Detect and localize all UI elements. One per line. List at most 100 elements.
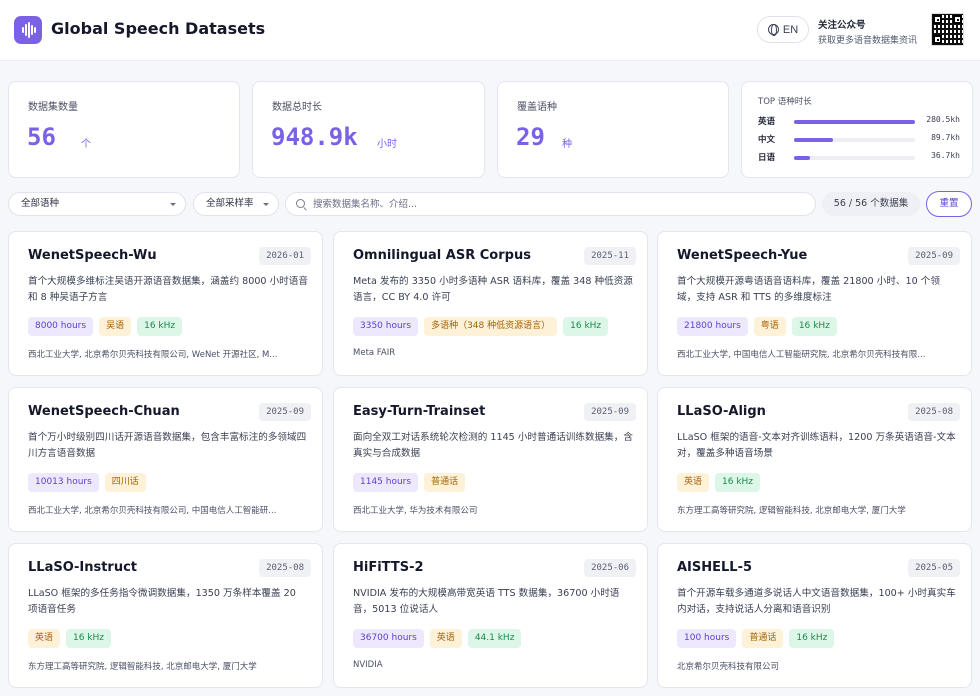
dataset-organization: Meta FAIR <box>353 348 396 358</box>
dataset-card[interactable]: Omnilingual ASR Corpus 2025-11 Meta 发布的 33… <box>333 231 648 376</box>
dataset-tag-rate: 16 kHz <box>137 317 183 336</box>
dataset-tag-hours: 1145 hours <box>353 473 419 492</box>
stat-label: 数据总时长 <box>272 102 322 113</box>
stat-unit: 个 <box>81 139 91 150</box>
top-language-hours: 89.7kh <box>931 133 960 142</box>
dataset-organization: 东方理工高等研究院, 逻辑智能科技, 北京邮电大学, 厦门大学 <box>677 506 906 516</box>
search-icon <box>296 199 305 208</box>
dataset-card[interactable]: AISHELL-5 2025-05 首个开源车载多通道多说话人中文语音数据集，100… <box>657 543 972 688</box>
dataset-tag-lang: 英语 <box>28 629 61 648</box>
top-language-hours: 36.7kh <box>931 151 960 160</box>
stat-card-dataset-count: 数据集数量 56 个 <box>8 81 240 178</box>
dataset-tags: 英语 16 kHz <box>677 473 761 492</box>
dataset-tags: 100 hours 普通话 16 kHz <box>677 629 835 648</box>
dataset-tag-rate: 16 kHz <box>66 629 112 648</box>
dataset-tags: 英语 16 kHz <box>28 629 112 648</box>
dataset-card[interactable]: WenetSpeech-Yue 2025-09 首个大规模开源粤语语音语料库，覆盖 … <box>657 231 972 376</box>
dataset-card[interactable]: WenetSpeech-Wu 2026-01 首个大规模多维标注吴语开源语音数据集，… <box>8 231 323 376</box>
chevron-down-icon <box>263 203 269 206</box>
dataset-card[interactable]: LLaSO-Instruct 2025-08 LLaSO 框架的多任务指令微调数据集… <box>8 543 323 688</box>
stat-card-language-count: 覆盖语种 29 种 <box>497 81 729 178</box>
stat-card-total-hours: 数据总时长 948.9k 小时 <box>252 81 485 178</box>
stat-value: 948.9k <box>271 123 358 151</box>
dataset-tag-lang: 普通话 <box>742 629 784 648</box>
follow-title: 关注公众号 <box>818 20 866 31</box>
top-language-bar-fill <box>794 156 810 160</box>
dataset-tags: 8000 hours 吴语 16 kHz <box>28 317 183 336</box>
dataset-tag-hours: 100 hours <box>677 629 737 648</box>
search-input[interactable] <box>313 195 808 213</box>
dataset-organization: 西北工业大学, 中国电信人工智能研究院, 北京希尔贝壳科技有限... <box>677 350 926 360</box>
dataset-date: 2025-09 <box>908 247 960 265</box>
top-language-name: 日语 <box>758 153 776 163</box>
dataset-name: WenetSpeech-Chuan <box>28 404 180 419</box>
qr-code-icon[interactable] <box>931 13 964 46</box>
dataset-tags: 21800 hours 粤语 16 kHz <box>677 317 837 336</box>
globe-icon <box>767 24 779 36</box>
dataset-description: Meta 发布的 3350 小时多语种 ASR 语料库，覆盖 348 种低资源语… <box>353 276 633 303</box>
dataset-tag-lang: 英语 <box>429 629 462 648</box>
follow-subtitle: 获取更多语音数据集资讯 <box>818 36 918 46</box>
top-language-bar-fill <box>794 138 833 142</box>
dataset-name: WenetSpeech-Wu <box>28 248 157 263</box>
dataset-description: LLaSO 框架的语音-文本对齐训练语料，1200 万条英语语音-文本对，覆盖多… <box>677 432 956 459</box>
top-header: Global Speech Datasets EN 关注公众号 获取更多语音数据… <box>0 0 980 61</box>
top-language-row: 日语 36.7kh <box>758 151 960 165</box>
reset-button[interactable]: 重置 <box>926 191 972 217</box>
dataset-tag-rate: 16 kHz <box>791 317 837 336</box>
dataset-name: Omnilingual ASR Corpus <box>353 248 531 263</box>
dataset-card[interactable]: WenetSpeech-Chuan 2025-09 首个万小时级别四川话开源语音数据… <box>8 387 323 532</box>
language-filter-select[interactable]: 全部语种 <box>8 192 186 216</box>
dataset-tags: 36700 hours 英语 44.1 kHz <box>353 629 522 648</box>
sample-rate-filter-value: 全部采样率 <box>206 198 254 209</box>
dataset-description: 首个大规模开源粤语语音语料库，覆盖 21800 小时、10 个领域，支持 ASR… <box>677 276 940 303</box>
dataset-tag-rate: 16 kHz <box>789 629 835 648</box>
dataset-name: LLaSO-Align <box>677 404 766 419</box>
dataset-organization: 西北工业大学, 北京希尔贝壳科技有限公司, 中国电信人工智能研... <box>28 506 277 516</box>
top-language-bar-fill <box>794 120 915 124</box>
dataset-name: Easy-Turn-Trainset <box>353 404 486 419</box>
stat-unit: 种 <box>562 139 572 150</box>
stat-unit: 小时 <box>377 139 397 150</box>
dataset-organization: 北京希尔贝壳科技有限公司 <box>677 662 780 672</box>
dataset-date: 2025-06 <box>584 559 636 577</box>
dataset-tag-hours: 10013 hours <box>28 473 99 492</box>
dataset-name: HiFiTTS-2 <box>353 560 424 575</box>
follow-account: 关注公众号 获取更多语音数据集资讯 <box>818 17 917 46</box>
dataset-card[interactable]: Easy-Turn-Trainset 2025-09 面向全双工对话系统轮次检测的 … <box>333 387 648 532</box>
stat-value: 56 <box>27 123 56 151</box>
dataset-tag-rate: 16 kHz <box>715 473 761 492</box>
top-language-bar-track <box>794 138 915 142</box>
top-language-row: 英语 280.5kh <box>758 115 960 129</box>
top-language-row: 中文 89.7kh <box>758 133 960 147</box>
dataset-description: NVIDIA 发布的大规模高带宽英语 TTS 数据集，36700 小时语音，50… <box>353 588 620 615</box>
dataset-organization: 西北工业大学, 华为技术有限公司 <box>353 506 478 516</box>
dataset-date: 2025-08 <box>259 559 311 577</box>
dataset-description: 首个大规模多维标注吴语开源语音数据集，涵盖约 8000 小时语音和 8 种吴语子… <box>28 276 308 303</box>
top-language-bar-track <box>794 120 915 124</box>
sample-rate-filter-select[interactable]: 全部采样率 <box>193 192 279 216</box>
stat-label: 数据集数量 <box>28 102 78 113</box>
dataset-organization: 西北工业大学, 北京希尔贝壳科技有限公司, WeNet 开源社区, M... <box>28 350 278 360</box>
app-title: Global Speech Datasets <box>51 19 266 38</box>
language-toggle-button[interactable]: EN <box>757 16 809 43</box>
dataset-date: 2025-09 <box>259 403 311 421</box>
dataset-description: 首个万小时级别四川话开源语音数据集，包含丰富标注的多领域四川方言语音数据 <box>28 432 307 459</box>
dataset-card[interactable]: HiFiTTS-2 2025-06 NVIDIA 发布的大规模高带宽英语 TTS 数… <box>333 543 648 688</box>
dataset-tag-lang: 粤语 <box>753 317 786 336</box>
top-language-hours: 280.5kh <box>926 115 960 124</box>
dataset-card[interactable]: LLaSO-Align 2025-08 LLaSO 框架的语音-文本对齐训练语料，1… <box>657 387 972 532</box>
dataset-tag-lang: 多语种（348 种低资源语言） <box>424 317 558 336</box>
dataset-date: 2026-01 <box>259 247 311 265</box>
top-languages-card: TOP 语种时长 英语 280.5kh 中文 89.7kh 日语 36.7kh <box>741 81 973 178</box>
dataset-date: 2025-05 <box>908 559 960 577</box>
dataset-tag-hours: 36700 hours <box>353 629 424 648</box>
dataset-tags: 1145 hours 普通话 <box>353 473 466 492</box>
dataset-tag-hours: 21800 hours <box>677 317 748 336</box>
dataset-tags: 10013 hours 四川话 <box>28 473 146 492</box>
language-filter-value: 全部语种 <box>21 198 60 209</box>
dataset-date: 2025-09 <box>584 403 636 421</box>
top-language-name: 英语 <box>758 117 776 127</box>
dataset-tag-lang: 四川话 <box>104 473 146 492</box>
top-language-bar-track <box>794 156 915 160</box>
